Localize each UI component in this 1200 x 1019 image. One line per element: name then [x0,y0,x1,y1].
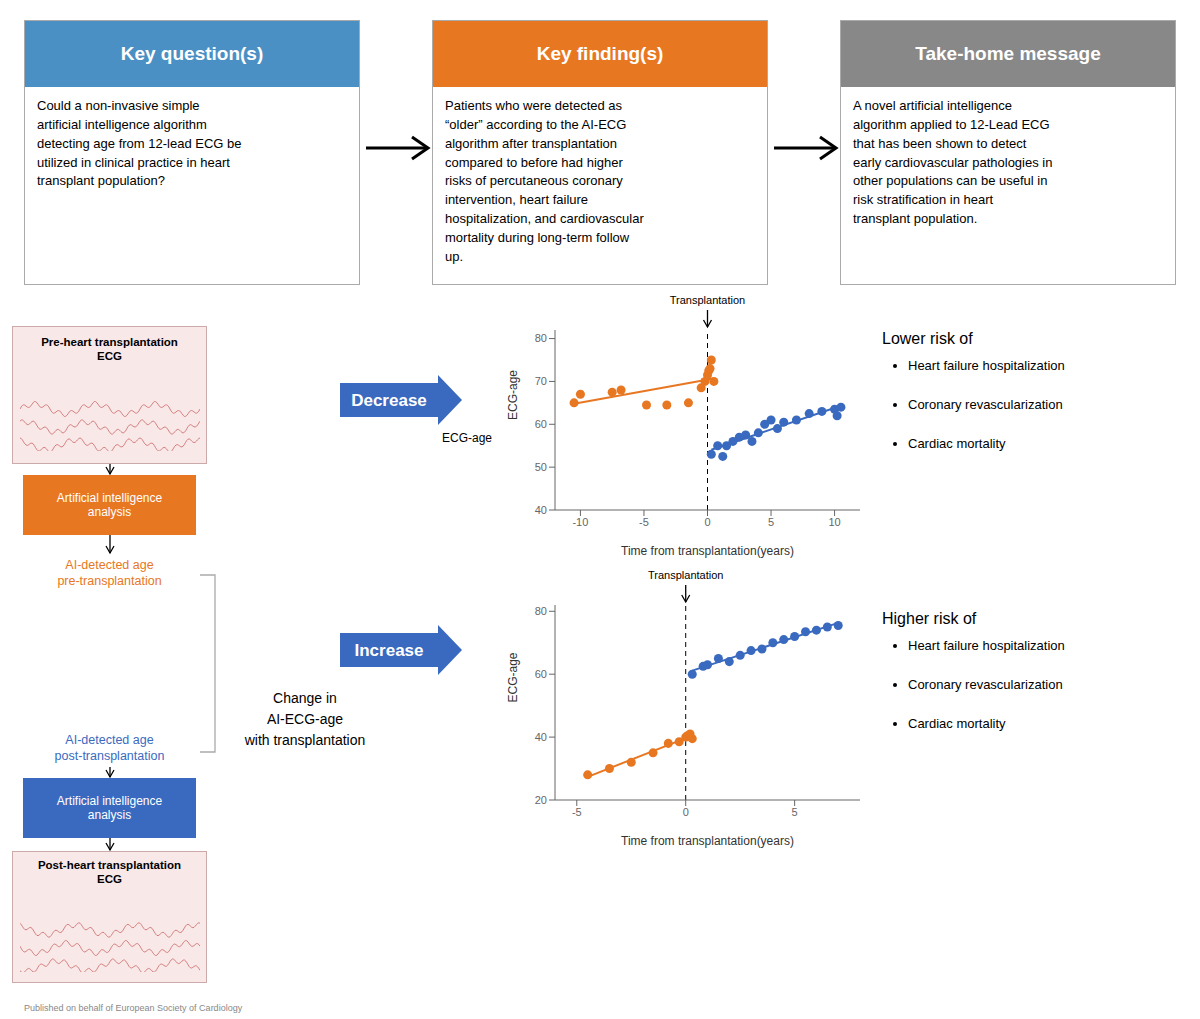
svg-text:Transplantation: Transplantation [670,294,745,306]
svg-text:Increase: Increase [355,641,424,660]
html-text:Patients who were detected as: Patients who were detected as “older” ac… [445,98,644,264]
html-text:Pre-heart transplantation ECG: Pre-heart transplantation ECG [41,336,178,363]
html-text:Artificial intelligence analys: Artificial intelligence analysis [56,491,163,519]
svg-text:80: 80 [535,332,547,344]
html-text:Could a non-invasive simple ar: Could a non-invasive simple artificial i… [37,98,242,189]
html-text:AI-detected age pre-transplant: AI-detected age pre-transplantation [57,558,162,588]
svg-text:50: 50 [535,461,547,473]
svg-text:-5: -5 [572,806,582,818]
svg-text:20: 20 [535,794,547,806]
html-text:Take-home message: Take-home message [915,43,1101,64]
html-text:Cardiac mortality: Cardiac mortality [908,716,1006,731]
svg-text:60: 60 [535,668,547,680]
svg-text:Transplantation: Transplantation [648,569,723,581]
html-text:Key finding(s): Key finding(s) [536,43,664,64]
svg-text:-10: -10 [572,516,588,528]
svg-text:40: 40 [535,504,547,516]
html-text:Heart failure hospitalization: Heart failure hospitalization [908,638,1065,653]
svg-text:40: 40 [535,731,547,743]
svg-text:Time from transplantation(year: Time from transplantation(years) [621,834,794,848]
svg-text:-5: -5 [639,516,649,528]
svg-text:Decrease: Decrease [351,391,427,410]
svg-text:ECG-age: ECG-age [506,652,520,702]
svg-text:ECG-age: ECG-age [506,370,520,420]
html-text:Published on behalf of Europea: Published on behalf of European Society … [24,1003,243,1013]
html-text:Coronary revascularization: Coronary revascularization [908,677,1063,692]
svg-text:5: 5 [792,806,798,818]
svg-text:Time from transplantation(year: Time from transplantation(years) [621,544,794,558]
svg-text:60: 60 [535,418,547,430]
html-text:Heart failure hospitalization: Heart failure hospitalization [908,358,1065,373]
svg-text:0: 0 [704,516,710,528]
html-text:Lower risk of: Lower risk of [882,330,973,347]
svg-text:80: 80 [535,605,547,617]
html-text:Coronary revascularization: Coronary revascularization [908,397,1063,412]
svg-text:0: 0 [683,806,689,818]
html-text:Artificial intelligence analys: Artificial intelligence analysis [56,794,163,822]
html-text:Change in AI-ECG-age with tran: Change in AI-ECG-age with transplantatio… [244,690,366,748]
svg-text:5: 5 [768,516,774,528]
html-text:AI-detected age post-transplan: AI-detected age post-transplantation [54,733,165,763]
svg-text:10: 10 [828,516,840,528]
html-text:Key question(s): Key question(s) [120,43,264,64]
html-text:Post-heart transplantation ECG: Post-heart transplantation ECG [37,859,182,886]
html-text:ECG-age: ECG-age [442,431,492,445]
svg-text:70: 70 [535,375,547,387]
html-text:Cardiac mortality: Cardiac mortality [908,436,1006,451]
html-text:A novel artificial intelligenc: A novel artificial intelligence algorith… [853,98,1053,227]
html-text:Higher risk of: Higher risk of [882,610,977,627]
